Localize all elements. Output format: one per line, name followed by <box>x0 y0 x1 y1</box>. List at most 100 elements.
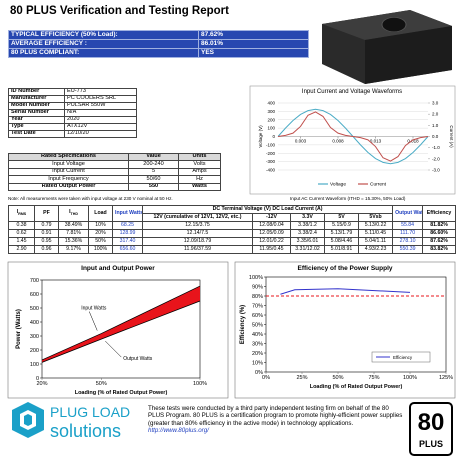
data-cell: 12.09/18.79 <box>142 237 253 246</box>
data-cell: 11.96/37.59 <box>142 245 253 254</box>
y-tick-label: 60% <box>252 313 263 319</box>
test-table: IRMS PF ITHD Load Input Watts DC Terminal Vol… <box>8 205 457 254</box>
summary-row: AVERAGE EFFICIENCY :86.01% <box>8 39 309 49</box>
data-cell: 5.04/1.11 <box>357 237 394 246</box>
data-cell: 100% <box>88 245 113 254</box>
y-tick-label: 400 <box>267 101 275 106</box>
x-tick-label: 50% <box>96 381 107 387</box>
y-tick-label: -100 <box>266 142 276 147</box>
spec-cell: Input Current <box>8 167 129 177</box>
data-cell: 12.08/0.04 <box>252 221 291 230</box>
logo-line2: solutions <box>50 421 121 441</box>
head-cell: Efficiency <box>422 205 457 222</box>
plot-area <box>41 279 201 379</box>
data-cell: 4.93/2.23 <box>357 245 394 254</box>
id-row: Year 2020 <box>8 116 137 124</box>
summary-label: TYPICAL EFFICIENCY (50% Load): <box>8 30 199 40</box>
y-tick-label: 90% <box>252 284 263 290</box>
spec-cell: Volts <box>178 160 221 169</box>
id-row: ID Number EU-773 <box>8 88 137 96</box>
y2-tick-label: 0.0 <box>432 134 439 139</box>
id-value: ATX12V <box>64 123 137 131</box>
report-title: 80 PLUS Verification and Testing Report <box>10 5 229 17</box>
id-label: Serial Number <box>8 109 65 117</box>
data-cell: 0.38 <box>8 221 35 230</box>
x-tick-label: 25% <box>296 375 307 381</box>
data-cell: 86.60% <box>422 229 457 238</box>
x-tick-label: 75% <box>368 375 379 381</box>
y2-tick-label: -1.0 <box>432 145 440 150</box>
x-tick-label: 100% <box>403 375 417 381</box>
legend-label: Current <box>370 182 387 188</box>
head-main: I <box>69 209 71 216</box>
id-row: Test Date 12/10/20 <box>8 130 137 138</box>
y-tick-label: 600 <box>30 292 39 298</box>
subhead-cell: 3.3V <box>290 213 325 222</box>
summary-value: 87.62% <box>198 30 309 40</box>
data-cell: 2.90 <box>8 245 35 254</box>
annotation: Output Watts <box>123 356 152 362</box>
y-tick-label: 700 <box>30 278 39 284</box>
data-cell: 656.60 <box>112 245 143 254</box>
summary-row: 80 PLUS COMPLIANT: YES <box>8 48 309 58</box>
id-label: Test Date <box>8 130 65 138</box>
y-tick-label: 80% <box>252 294 263 300</box>
subhead-cell: -12V <box>252 213 291 222</box>
data-cell: 5.13/1.79 <box>324 229 359 238</box>
summary-value: YES <box>198 48 309 58</box>
y-axis-label: Efficiency (%) <box>240 305 246 344</box>
x-tick-label: 0.018 <box>407 139 419 144</box>
footer-link[interactable]: http://www.80plus.org/ <box>148 427 209 435</box>
data-cell: 55.84 <box>392 221 424 230</box>
psu-image <box>322 10 452 84</box>
y2-tick-label: 1.0 <box>432 123 439 128</box>
head-main: Input Watts <box>115 209 143 216</box>
spec-row: Input Frequency 50/60 Hz <box>8 175 221 184</box>
head-main: PF <box>43 209 50 216</box>
x-tick-label: 20% <box>36 381 47 387</box>
id-value: EU-773 <box>64 88 137 96</box>
y2-tick-label: 3.0 <box>432 101 439 106</box>
spec-cell: Rated Output Power <box>8 182 129 191</box>
data-cell: 3.31/12.02 <box>290 245 325 254</box>
data-cell: 3.38/2.4 <box>290 229 325 238</box>
y-tick-label: 100 <box>30 362 39 368</box>
data-cell: 278.10 <box>392 237 424 246</box>
spec-cell: 200-240 <box>128 160 179 169</box>
y-tick-label: 200 <box>267 117 275 122</box>
data-cell: 20% <box>88 229 113 238</box>
chart-title: Input Current and Voltage Waveforms <box>302 89 402 95</box>
data-cell: 5.15/0.9 <box>324 221 359 230</box>
y-tick-label: 300 <box>30 334 39 340</box>
chart-title: Efficiency of the Power Supply <box>298 265 393 272</box>
data-cell: 0.95 <box>34 237 59 246</box>
data-cell: 0.79 <box>34 221 59 230</box>
y-tick-label: 10% <box>252 360 263 366</box>
y-tick-label: 100% <box>249 275 263 281</box>
footer-body: These tests were conducted by a third pa… <box>148 405 403 427</box>
group-head: DC Terminal Voltage (V) DC Load Current … <box>141 205 394 214</box>
id-row: Model Number PULSAR 550W <box>8 102 137 110</box>
summary-label: AVERAGE EFFICIENCY : <box>8 39 199 49</box>
summary-label: 80 PLUS COMPLIANT: <box>8 48 199 58</box>
series-line <box>280 288 411 295</box>
logo-line1: PLUG LOAD <box>50 404 130 420</box>
data-cell: 5.01/8.91 <box>324 245 359 254</box>
spec-cell: 50/60 <box>128 175 179 184</box>
id-label: Type <box>8 123 65 131</box>
head-row: IRMS PF ITHD Load Input Watts DC Terminal Vol… <box>8 205 457 222</box>
spec-cell: Hz <box>178 175 221 184</box>
data-cell: 11.95/0.45 <box>252 245 291 254</box>
spec-column: Value <box>128 152 179 162</box>
y-tick-label: 0 <box>36 376 39 382</box>
series-line <box>277 111 429 162</box>
y-tick-label: 200 <box>30 348 39 354</box>
spec-cell: Watts <box>178 182 221 191</box>
id-label: Model Number <box>8 102 65 110</box>
spec-cell: Input Frequency <box>8 175 129 184</box>
data-cell: 68.25 <box>112 221 143 230</box>
data-cell: 50% <box>88 237 113 246</box>
x-tick-label: 0.008 <box>332 139 344 144</box>
x-tick-label: 50% <box>332 375 343 381</box>
